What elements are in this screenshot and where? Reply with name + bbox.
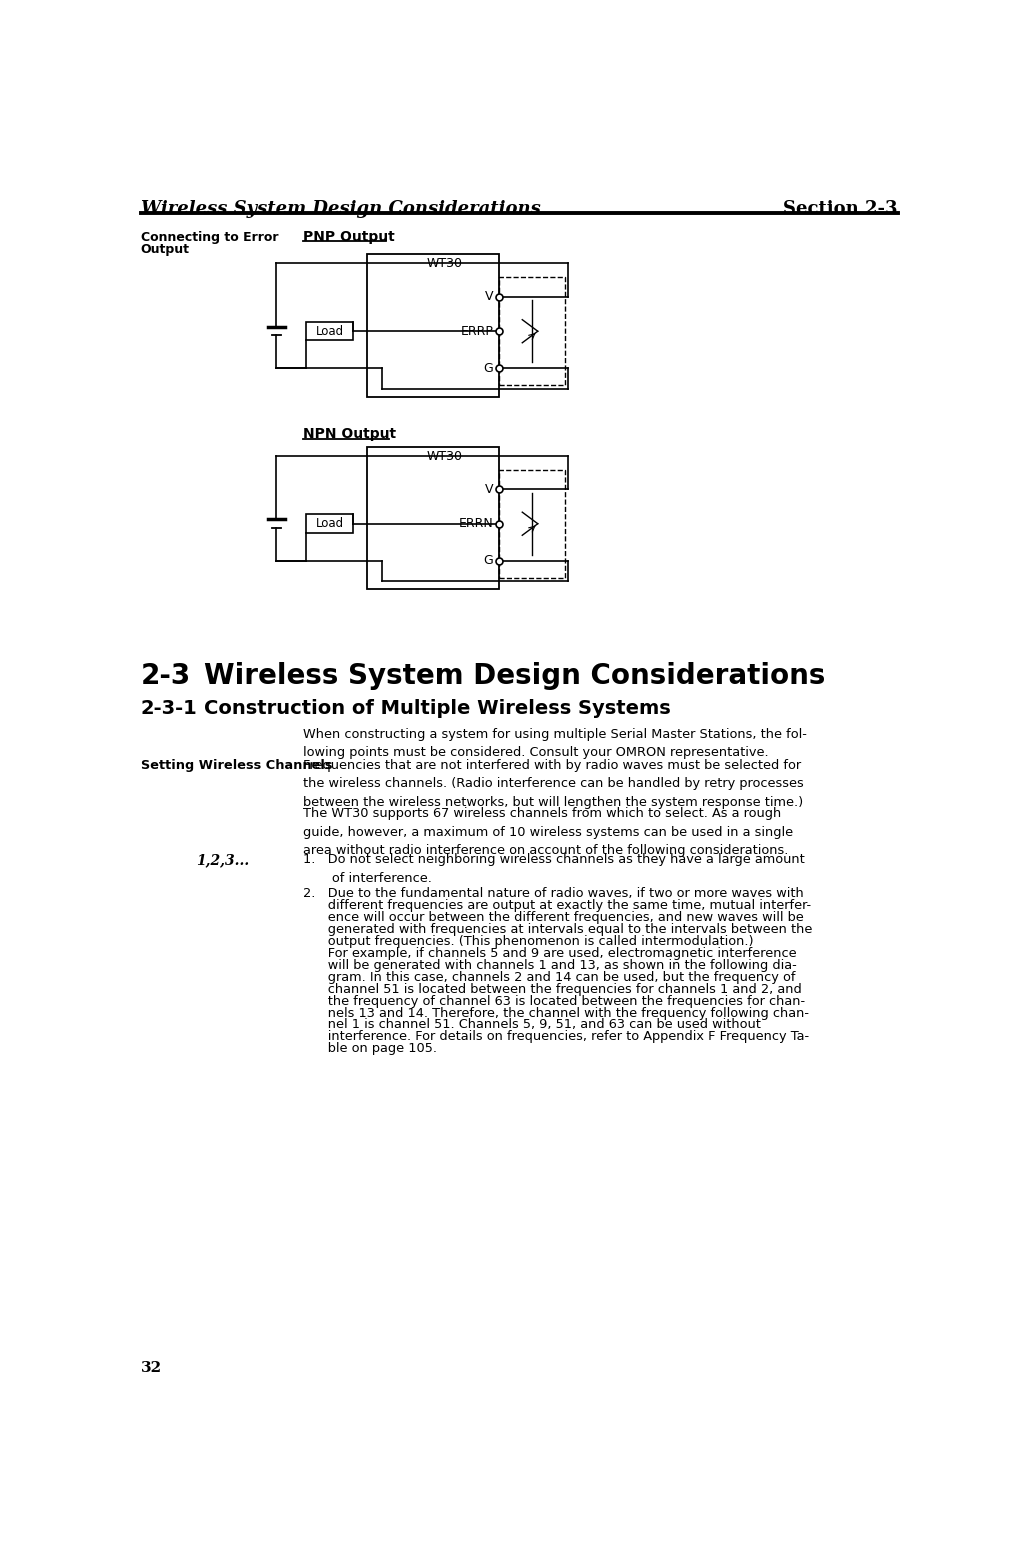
- Text: 32: 32: [141, 1361, 162, 1375]
- Text: Wireless System Design Considerations: Wireless System Design Considerations: [141, 200, 540, 219]
- Text: Construction of Multiple Wireless Systems: Construction of Multiple Wireless System…: [205, 700, 671, 718]
- Text: WT30: WT30: [426, 257, 462, 270]
- Text: interference. For details on frequencies, refer to Appendix F Frequency Ta-: interference. For details on frequencies…: [303, 1031, 809, 1043]
- Bar: [367, 447, 498, 589]
- Text: For example, if channels 5 and 9 are used, electromagnetic interference: For example, if channels 5 and 9 are use…: [303, 946, 797, 960]
- Text: nel 1 is channel 51. Channels 5, 9, 51, and 63 can be used without: nel 1 is channel 51. Channels 5, 9, 51, …: [303, 1019, 761, 1031]
- Text: Setting Wireless Channels: Setting Wireless Channels: [141, 758, 332, 772]
- Text: V: V: [484, 290, 493, 304]
- Text: G: G: [483, 362, 493, 374]
- Text: V: V: [484, 482, 493, 496]
- Text: Frequencies that are not interfered with by radio waves must be selected for
the: Frequencies that are not interfered with…: [303, 758, 804, 809]
- Bar: [306, 322, 353, 341]
- Text: PNP Output: PNP Output: [303, 230, 395, 243]
- Text: 1,2,3...: 1,2,3...: [197, 854, 249, 868]
- Text: gram. In this case, channels 2 and 14 can be used, but the frequency of: gram. In this case, channels 2 and 14 ca…: [303, 971, 796, 983]
- Text: ERRP: ERRP: [460, 325, 493, 337]
- Text: ble on page 105.: ble on page 105.: [303, 1042, 438, 1056]
- Bar: [306, 515, 353, 533]
- Text: different frequencies are output at exactly the same time, mutual interfer-: different frequencies are output at exac…: [303, 898, 811, 912]
- Text: the frequency of channel 63 is located between the frequencies for chan-: the frequency of channel 63 is located b…: [303, 994, 805, 1008]
- Bar: [367, 254, 498, 396]
- Bar: [498, 277, 564, 385]
- Text: WT30: WT30: [426, 450, 462, 462]
- Text: When constructing a system for using multiple Serial Master Stations, the fol-
l: When constructing a system for using mul…: [303, 727, 807, 760]
- Text: Output: Output: [141, 242, 189, 256]
- Text: ERRN: ERRN: [459, 518, 493, 530]
- Text: will be generated with channels 1 and 13, as shown in the following dia-: will be generated with channels 1 and 13…: [303, 959, 797, 972]
- Text: Wireless System Design Considerations: Wireless System Design Considerations: [205, 663, 826, 690]
- Text: G: G: [483, 555, 493, 567]
- Text: generated with frequencies at intervals equal to the intervals between the: generated with frequencies at intervals …: [303, 923, 812, 935]
- Text: 2.   Due to the fundamental nature of radio waves, if two or more waves with: 2. Due to the fundamental nature of radi…: [303, 888, 804, 900]
- Text: output frequencies. (This phenomenon is called intermodulation.): output frequencies. (This phenomenon is …: [303, 935, 754, 948]
- Text: 2-3-1: 2-3-1: [141, 700, 198, 718]
- Text: 2-3: 2-3: [141, 663, 190, 690]
- Text: The WT30 supports 67 wireless channels from which to select. As a rough
guide, h: The WT30 supports 67 wireless channels f…: [303, 807, 793, 857]
- Text: ence will occur between the different frequencies, and new waves will be: ence will occur between the different fr…: [303, 911, 804, 925]
- Text: 1.   Do not select neighboring wireless channels as they have a large amount
   : 1. Do not select neighboring wireless ch…: [303, 854, 805, 885]
- Text: Section 2-3: Section 2-3: [783, 200, 898, 219]
- Text: Connecting to Error: Connecting to Error: [141, 231, 279, 243]
- Text: Load: Load: [316, 518, 343, 530]
- Text: NPN Output: NPN Output: [303, 427, 396, 441]
- Text: nels 13 and 14. Therefore, the channel with the frequency following chan-: nels 13 and 14. Therefore, the channel w…: [303, 1006, 809, 1020]
- Bar: [498, 470, 564, 578]
- Text: Load: Load: [316, 325, 343, 337]
- Text: channel 51 is located between the frequencies for channels 1 and 2, and: channel 51 is located between the freque…: [303, 983, 802, 995]
